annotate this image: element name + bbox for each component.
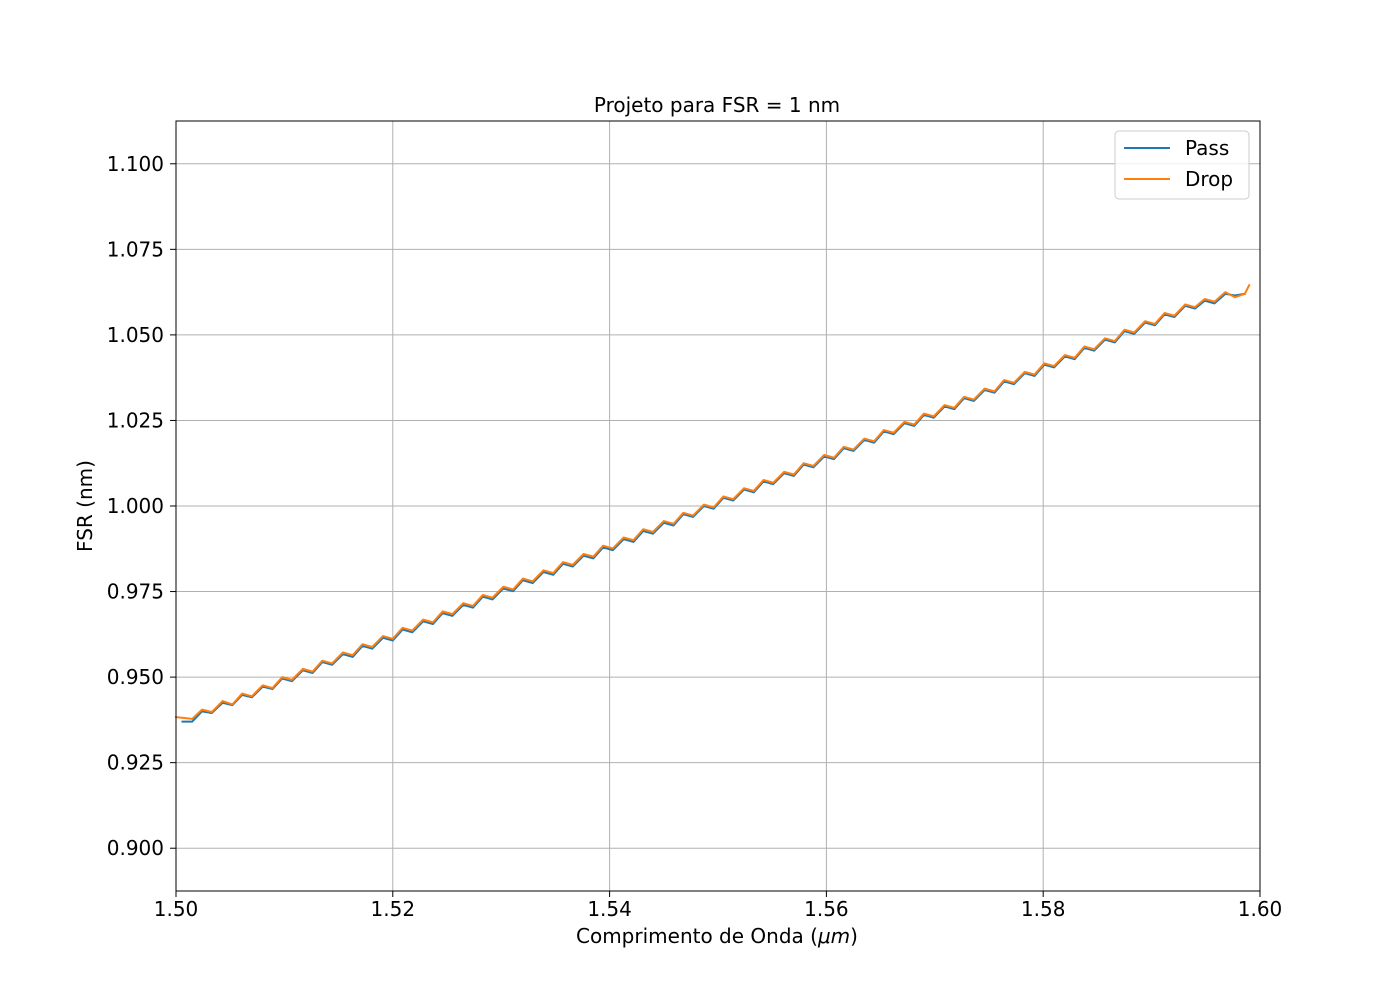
x-tick-label: 1.60 — [1238, 897, 1283, 921]
y-tick-label: 1.075 — [107, 237, 164, 261]
series-layer — [174, 283, 1251, 723]
x-tick-label: 1.50 — [154, 897, 199, 921]
y-tick-label: 1.000 — [107, 494, 164, 518]
grid-layer — [175, 121, 1261, 891]
y-axis: 0.900 0.925 0.950 0.975 1.000 1.025 1.050 1.075… — [107, 152, 176, 860]
y-tick-label: 0.975 — [107, 580, 164, 604]
x-axis-label-tail: ) — [850, 924, 858, 948]
y-axis-label: FSR (nm) — [73, 460, 97, 552]
x-tick-label: 1.52 — [371, 897, 416, 921]
series-line-drop — [174, 283, 1251, 720]
chart-title: Projeto para FSR = 1 nm — [594, 93, 840, 117]
x-tick-label: 1.56 — [804, 897, 849, 921]
y-tick-label: 0.950 — [107, 665, 164, 689]
x-axis-label-main: Comprimento de Onda ( — [576, 924, 818, 948]
y-tick-label: 1.100 — [107, 152, 164, 176]
series-line-pass — [181, 292, 1246, 723]
y-tick-label: 1.025 — [107, 408, 164, 432]
legend-label-pass: Pass — [1185, 136, 1229, 160]
x-axis: 1.50 1.52 1.54 1.56 1.58 1.60 — [154, 891, 1283, 921]
legend: Pass Drop — [1114, 130, 1250, 200]
x-tick-label: 1.54 — [587, 897, 632, 921]
y-tick-label: 1.050 — [107, 323, 164, 347]
x-axis-label: Comprimento de Onda (μm) — [576, 924, 858, 948]
x-tick-label: 1.58 — [1021, 897, 1066, 921]
y-tick-label: 0.900 — [107, 836, 164, 860]
y-tick-label: 0.925 — [107, 751, 164, 775]
x-axis-label-math: μm — [817, 924, 850, 948]
legend-label-drop: Drop — [1185, 167, 1233, 191]
